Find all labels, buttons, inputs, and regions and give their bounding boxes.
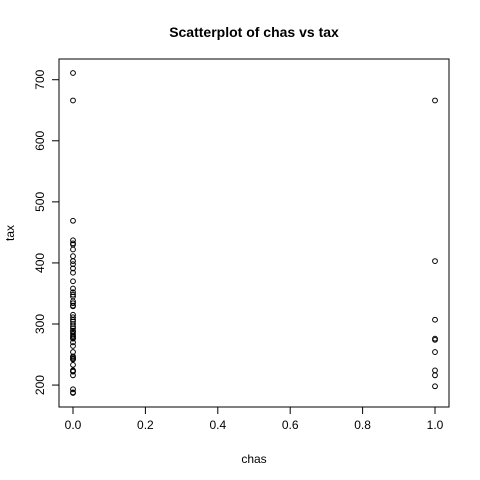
- data-point: [70, 316, 76, 323]
- data-point: [70, 265, 76, 272]
- x-tick-label: 0.0: [65, 418, 82, 432]
- data-point: [70, 368, 76, 375]
- data-point: [70, 362, 76, 368]
- data-point: [70, 356, 76, 363]
- data-point: [70, 300, 76, 307]
- y-tick-label: 500: [33, 192, 47, 212]
- data-point: [432, 383, 438, 390]
- data-point: [70, 325, 76, 332]
- x-tick-label: 0.4: [209, 418, 226, 432]
- data-point: [70, 349, 76, 355]
- data-point: [70, 285, 76, 292]
- data-point: [70, 390, 76, 396]
- y-tick-label: 300: [33, 314, 47, 334]
- data-point: [70, 321, 76, 327]
- y-tick-label: 700: [33, 69, 47, 89]
- x-tick-label: 0.8: [354, 418, 371, 432]
- data-point: [70, 97, 76, 104]
- data-point: [432, 316, 438, 323]
- x-tick-label: 0.2: [137, 418, 154, 432]
- data-point: [70, 303, 76, 310]
- chart-title: Scatterplot of chas vs tax: [169, 24, 339, 40]
- data-point: [70, 269, 76, 276]
- data-point: [70, 278, 76, 285]
- data-point: [70, 258, 76, 264]
- data-point: [432, 97, 438, 104]
- data-point: [70, 217, 76, 224]
- data-point: [70, 339, 76, 346]
- data-point: [70, 343, 76, 349]
- y-axis: 200 300 400 500 600 700: [33, 69, 60, 395]
- data-point: [70, 237, 76, 244]
- data-point: [70, 70, 76, 76]
- data-point: [70, 291, 76, 298]
- data-point: [70, 246, 76, 253]
- data-point: [70, 323, 76, 330]
- data-point: [432, 349, 438, 355]
- data-point: [70, 314, 76, 321]
- data-point: [70, 289, 76, 296]
- y-tick-label: 200: [33, 375, 47, 395]
- data-point: [70, 261, 76, 268]
- data-point: [432, 258, 438, 264]
- data-point: [432, 336, 438, 343]
- data-point: [70, 335, 76, 342]
- x-tick-label: 0.6: [282, 418, 299, 432]
- y-tick-label: 400: [33, 253, 47, 273]
- data-point: [432, 372, 438, 379]
- data-points: [70, 70, 438, 396]
- x-axis-label: chas: [241, 452, 266, 466]
- data-point: [70, 386, 76, 393]
- data-point: [70, 372, 76, 379]
- y-tick-label: 600: [33, 130, 47, 150]
- y-axis-label: tax: [3, 225, 17, 241]
- x-axis: 0.0 0.2 0.4 0.6 0.8 1.0: [65, 406, 444, 432]
- x-tick-label: 1.0: [427, 418, 444, 432]
